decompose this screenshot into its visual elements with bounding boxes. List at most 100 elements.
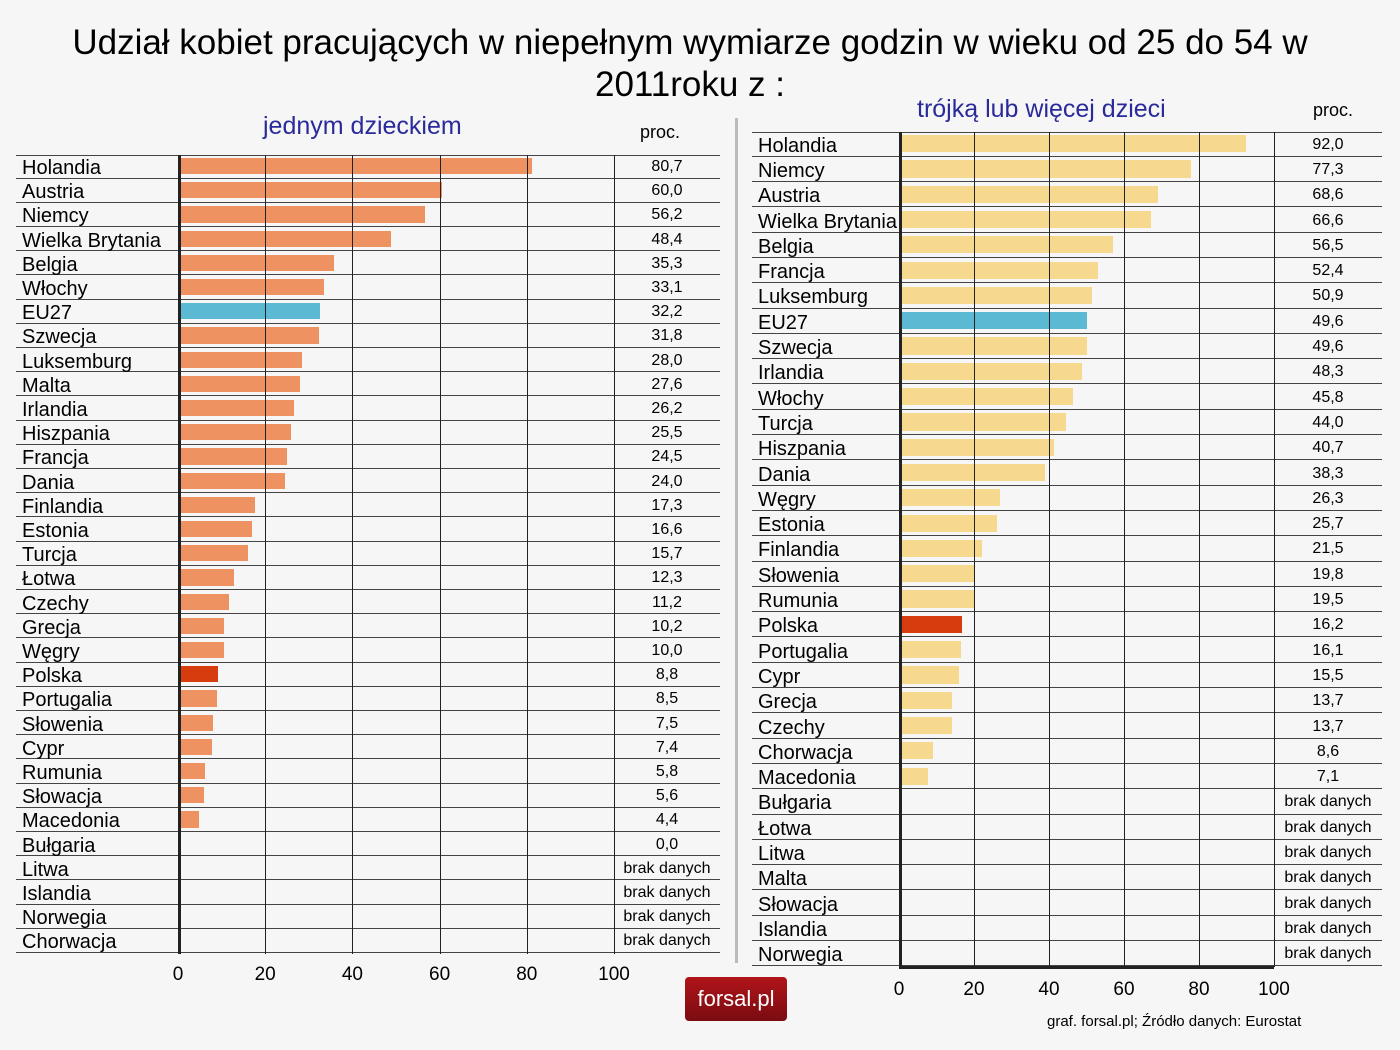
table-row: Irlandia 48,3 <box>752 360 1382 385</box>
value-label: brak danych <box>1284 844 1372 862</box>
bar <box>180 206 426 223</box>
category-label: EU27 <box>758 311 809 334</box>
category-label: Niemcy <box>22 205 89 228</box>
value-label: brak danych <box>623 884 711 902</box>
value-label: brak danych <box>1284 869 1372 887</box>
table-row: EU27 32,2 <box>16 300 720 324</box>
bar <box>901 236 1113 254</box>
bar <box>180 158 532 175</box>
value-label: brak danych <box>1284 919 1372 937</box>
value-label: brak danych <box>1284 793 1372 811</box>
left-bar-chart: Holandia 80,7 Austria 60,0 Niemcy 56,2 Wielka … <box>16 155 720 985</box>
table-row: Włochy 33,1 <box>16 276 720 300</box>
table-row: Łotwa brak danych <box>752 815 1382 840</box>
forsal-logo[interactable]: forsal.pl <box>685 977 787 1021</box>
value-label: 16,6 <box>651 521 683 539</box>
bar <box>180 400 295 417</box>
category-label: Włochy <box>758 387 824 410</box>
gridline <box>974 132 975 967</box>
table-row: Macedonia 7,1 <box>752 765 1382 790</box>
x-tick-label: 0 <box>893 978 905 1000</box>
value-label: 48,4 <box>651 230 683 248</box>
table-row: Szwecja 31,8 <box>16 324 720 348</box>
bar <box>180 763 206 780</box>
table-row: Dania 38,3 <box>752 461 1382 486</box>
category-label: Francja <box>758 261 825 284</box>
table-row: Norwegia brak danych <box>16 905 720 929</box>
table-row: Czechy 13,7 <box>752 714 1382 739</box>
category-label: Słowacja <box>22 786 103 809</box>
value-label: 49,6 <box>1312 338 1344 356</box>
category-label: Portugalia <box>758 640 849 663</box>
value-label: brak danych <box>623 908 711 926</box>
category-label: Czechy <box>22 592 89 615</box>
bar <box>180 642 224 659</box>
category-label: Belgia <box>22 253 78 276</box>
value-label: 50,9 <box>1312 287 1344 305</box>
category-label: Rumunia <box>758 590 839 613</box>
x-tick-label: 40 <box>1038 978 1060 1000</box>
x-tick-label: 80 <box>516 963 538 985</box>
bar <box>901 641 962 659</box>
bar <box>901 388 1073 406</box>
table-row: EU27 49,6 <box>752 309 1382 334</box>
bar <box>180 617 225 634</box>
value-label: 40,7 <box>1312 439 1344 457</box>
category-label: Austria <box>22 181 85 204</box>
table-row: Litwa brak danych <box>752 840 1382 866</box>
table-row: Słowenia 7,5 <box>16 712 720 736</box>
bar <box>180 593 229 610</box>
left-subtitle: jednym dzieckiem <box>263 112 462 140</box>
category-label: Francja <box>22 447 89 470</box>
bar <box>180 472 285 489</box>
value-label: 31,8 <box>651 327 683 345</box>
category-label: Turcja <box>22 544 77 567</box>
category-label: Irlandia <box>22 399 88 422</box>
bar <box>180 424 292 441</box>
table-row: Malta brak danych <box>752 866 1382 891</box>
category-label: Litwa <box>22 858 69 881</box>
table-row: Bułgaria brak danych <box>752 790 1382 815</box>
table-row: Luksemburg 28,0 <box>16 349 720 373</box>
x-tick-label: 60 <box>1113 978 1135 1000</box>
bar <box>180 448 287 465</box>
value-label: 5,8 <box>655 763 679 781</box>
table-row: Wielka Brytania 66,6 <box>752 208 1382 233</box>
value-label: 8,6 <box>1316 742 1340 760</box>
value-label: 10,2 <box>651 617 683 635</box>
bar <box>180 230 392 247</box>
category-label: Szwecja <box>758 337 833 360</box>
bar <box>180 787 205 804</box>
value-label: 11,2 <box>652 593 682 611</box>
value-label: 24,5 <box>651 448 683 466</box>
bar <box>180 738 213 755</box>
x-tick-label: 100 <box>598 963 630 985</box>
category-label: Irlandia <box>758 362 824 385</box>
value-label: 33,1 <box>651 279 683 297</box>
bar <box>180 327 319 344</box>
table-row: Litwa brak danych <box>16 857 720 881</box>
value-label: brak danych <box>623 932 711 950</box>
category-label: Norwegia <box>22 907 107 930</box>
category-label: Czechy <box>758 716 825 739</box>
chart-title: Udział kobiet pracujących w niepełnym wy… <box>72 23 1308 104</box>
panel-divider <box>735 118 738 963</box>
value-label: 7,5 <box>655 714 679 732</box>
table-row: Grecja 13,7 <box>752 689 1382 714</box>
table-row: Hiszpania 40,7 <box>752 436 1382 461</box>
x-tick-label: 60 <box>429 963 451 985</box>
value-label: 48,3 <box>1312 363 1344 381</box>
table-row: Hiszpania 25,5 <box>16 421 720 445</box>
value-label: 32,2 <box>651 303 683 321</box>
bar <box>901 337 1087 355</box>
category-label: Chorwacja <box>22 931 117 954</box>
bar <box>901 160 1191 178</box>
value-label: 80,7 <box>651 158 683 176</box>
x-tick-label: 20 <box>963 978 985 1000</box>
bar <box>180 690 218 707</box>
value-label: 28,0 <box>651 351 683 369</box>
value-label: 45,8 <box>1312 388 1344 406</box>
value-label: brak danych <box>1284 818 1372 836</box>
value-label: brak danych <box>1284 894 1372 912</box>
table-row: Belgia 35,3 <box>16 252 720 276</box>
